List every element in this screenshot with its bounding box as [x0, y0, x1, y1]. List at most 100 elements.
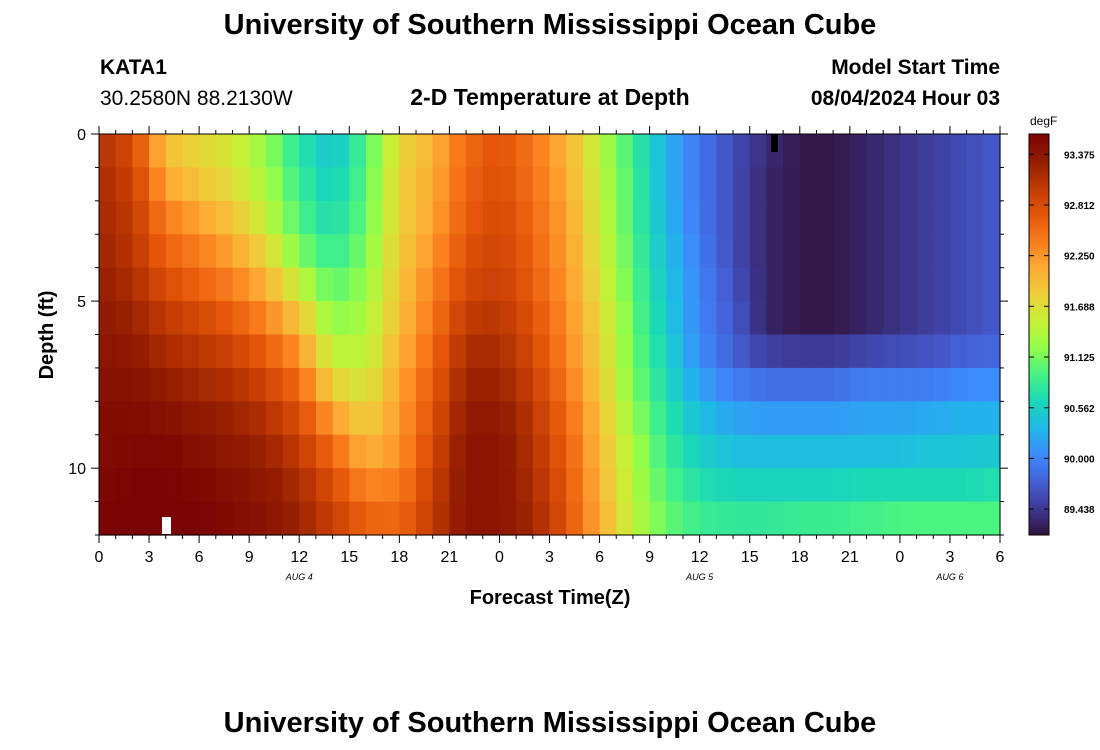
heatmap-cell: [249, 468, 267, 503]
heatmap-cell: [933, 401, 951, 436]
y-tick-label: 10: [68, 461, 86, 478]
heatmap-cell: [165, 334, 184, 369]
heatmap-cell: [449, 334, 467, 369]
heatmap-cell: [783, 200, 801, 235]
heatmap-cell: [232, 401, 250, 436]
heatmap-cell: [616, 401, 634, 436]
heatmap-cell: [883, 234, 901, 269]
heatmap-cell: [649, 367, 667, 402]
heatmap-cell: [182, 234, 200, 269]
heatmap-cell: [416, 334, 434, 369]
heatmap-cell: [933, 367, 951, 402]
heatmap-cell: [466, 301, 484, 336]
heatmap-cell: [482, 167, 501, 202]
heatmap-cell: [699, 367, 717, 402]
heatmap-cell: [99, 167, 117, 202]
heatmap-cell: [499, 501, 517, 536]
heatmap-cell: [332, 468, 350, 503]
heatmap-cell: [949, 434, 968, 469]
heatmap-cell: [265, 434, 284, 469]
heatmap-cell: [149, 401, 167, 436]
heatmap-cell: [783, 501, 801, 536]
heatmap-cell: [349, 301, 367, 336]
heatmap-cell: [349, 234, 367, 269]
heatmap-cell: [983, 200, 1001, 235]
heatmap-cell: [549, 301, 567, 336]
heatmap-cell: [449, 301, 467, 336]
heatmap-cell: [899, 367, 918, 402]
heatmap-cell: [849, 334, 868, 369]
heatmap-cell: [549, 134, 567, 169]
heatmap-cell: [749, 234, 768, 269]
heatmap-cell: [399, 234, 417, 269]
heatmap-cell: [766, 501, 784, 536]
heatmap-cell: [849, 434, 868, 469]
heatmap-cell: [249, 167, 267, 202]
heatmap-cell: [933, 134, 951, 169]
heatmap-cell: [783, 134, 801, 169]
heatmap-cell: [165, 434, 184, 469]
heatmap-cell: [332, 334, 350, 369]
heatmap-cell: [482, 267, 501, 302]
heatmap-cell: [716, 367, 734, 402]
heatmap-cell: [599, 367, 617, 402]
x-tick-label: 0: [495, 549, 504, 566]
heatmap-cell: [849, 401, 868, 436]
heatmap-cell: [632, 401, 651, 436]
heatmap-cell: [265, 367, 284, 402]
heatmap-cell: [199, 401, 217, 436]
heatmap-cell: [499, 234, 517, 269]
heatmap-cell: [382, 434, 400, 469]
heatmap-cell: [499, 434, 517, 469]
heatmap-cell: [199, 200, 217, 235]
heatmap-cell: [616, 167, 634, 202]
heatmap-cell: [966, 200, 984, 235]
heatmap-cell: [783, 434, 801, 469]
heatmap-cell: [265, 234, 284, 269]
heatmap-cell: [199, 434, 217, 469]
heatmap-cell: [766, 468, 784, 503]
heatmap-cell: [99, 501, 117, 536]
heatmap-cell: [99, 334, 117, 369]
heatmap-cell: [833, 167, 851, 202]
heatmap-cell: [349, 367, 367, 402]
heatmap-cell: [432, 468, 450, 503]
heatmap-cell: [716, 334, 734, 369]
heatmap-cell: [733, 501, 751, 536]
heatmap-cell: [349, 167, 367, 202]
heatmap-cell: [432, 267, 450, 302]
heatmap-cell: [282, 234, 300, 269]
heatmap-cell: [549, 401, 567, 436]
heatmap-cell: [115, 234, 133, 269]
heatmap-cell: [949, 367, 968, 402]
heatmap-cell: [983, 468, 1001, 503]
heatmap-cell: [849, 200, 868, 235]
heatmap-cell: [716, 401, 734, 436]
heatmap-cell: [416, 501, 434, 536]
heatmap-cell: [232, 434, 250, 469]
heatmap-cell: [616, 301, 634, 336]
heatmap-cell: [733, 267, 751, 302]
heatmap-cell: [182, 200, 200, 235]
heatmap-cell: [666, 200, 684, 235]
heatmap-cell: [749, 267, 768, 302]
heatmap-cell: [549, 267, 567, 302]
heatmap-cell: [733, 401, 751, 436]
heatmap-cell: [649, 468, 667, 503]
heatmap-cell: [632, 167, 651, 202]
heatmap-cell: [983, 234, 1001, 269]
heatmap-cell: [949, 267, 968, 302]
heatmap-cell: [432, 401, 450, 436]
heatmap-cell: [816, 501, 834, 536]
heatmap-cell: [849, 468, 868, 503]
heatmap-cell: [282, 501, 300, 536]
heatmap-marker-black: [771, 134, 778, 152]
heatmap-cell: [549, 167, 567, 202]
heatmap-cell: [733, 468, 751, 503]
heatmap-cell: [549, 367, 567, 402]
heatmap-cell: [382, 167, 400, 202]
heatmap-cell: [916, 167, 934, 202]
x-tick-label: 6: [595, 549, 604, 566]
heatmap-cell: [282, 267, 300, 302]
heatmap-cell: [582, 468, 601, 503]
